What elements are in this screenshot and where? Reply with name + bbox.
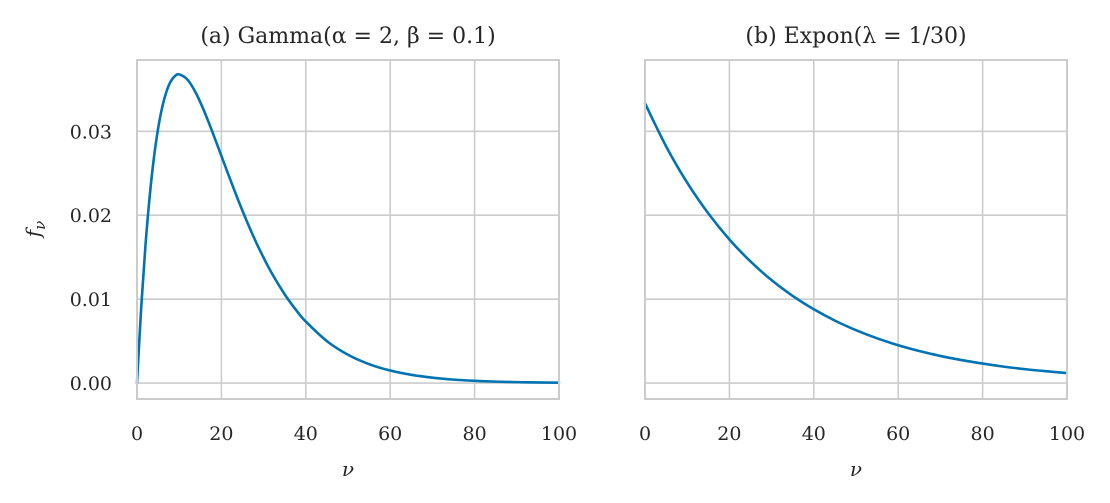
panel-b-title: (b) Expon(λ = 1/30) xyxy=(745,24,966,49)
panel-a-x-tick-label: 100 xyxy=(541,423,577,445)
panel-a-y-axis-label: fν xyxy=(21,221,49,240)
panel-a-x-axis-label: ν xyxy=(342,457,354,481)
panel-b-curve xyxy=(643,102,1069,375)
panel-a-series-line xyxy=(135,72,561,385)
y-label-sub: ν xyxy=(31,221,49,230)
panel-a-x-tick-label: 80 xyxy=(463,423,487,445)
panel-b-x-axis-label: ν xyxy=(850,457,862,481)
panel-a-x-tick-label: 40 xyxy=(294,423,318,445)
panel-a-x-ticks: 0 20 40 60 80 100 xyxy=(131,423,577,445)
panel-a-y-tick-label: 0.01 xyxy=(70,289,112,311)
panel-a-frame xyxy=(136,59,560,400)
panel-a-x-tick-label: 60 xyxy=(378,423,402,445)
panel-b-x-ticks: 0 20 40 60 80 100 xyxy=(639,423,1085,445)
panel-b-grid xyxy=(645,60,1067,399)
panel-a-y-tick-label: 0.03 xyxy=(70,121,112,143)
panel-b-x-tick-label: 20 xyxy=(717,423,741,445)
panel-b-x-tick-label: 60 xyxy=(886,423,910,445)
panel-a-y-ticks: 0.00 0.01 0.02 0.03 xyxy=(70,121,112,395)
panel-b: (b) Expon(λ = 1/30) 0 20 40 60 80 100 ν xyxy=(639,24,1085,481)
panel-b-x-tick-label: 100 xyxy=(1049,423,1085,445)
panel-b-x-tick-label: 40 xyxy=(802,423,826,445)
panel-a-x-tick-label: 0 xyxy=(131,423,143,445)
panel-a-y-tick-label: 0.00 xyxy=(70,373,112,395)
panel-a-title: (a) Gamma(α = 2, β = 0.1) xyxy=(200,24,495,49)
panel-a-y-tick-label: 0.02 xyxy=(70,205,112,227)
panel-a-grid xyxy=(137,60,559,399)
panel-a: (a) Gamma(α = 2, β = 0.1) 0 20 40 60 80 100 0… xyxy=(21,24,577,481)
panel-a-x-tick-label: 20 xyxy=(209,423,233,445)
panel-b-series-line xyxy=(643,102,1069,375)
panel-b-x-tick-label: 80 xyxy=(971,423,995,445)
panel-b-x-tick-label: 0 xyxy=(639,423,651,445)
panel-a-curve xyxy=(135,72,561,385)
panel-b-frame xyxy=(644,59,1068,400)
